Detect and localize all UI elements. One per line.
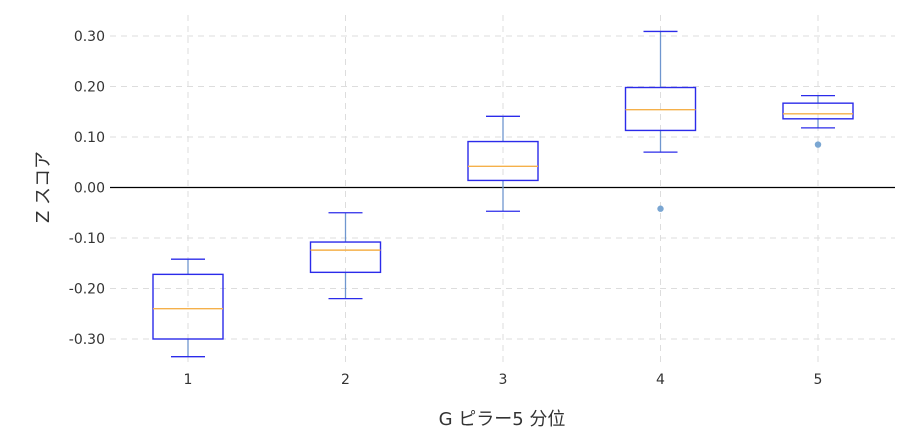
iqr-box	[624, 86, 697, 132]
y-tick-label: -0.30	[69, 332, 105, 348]
y-tick-label: 0.20	[74, 80, 105, 96]
x-tick-label: 1	[184, 372, 193, 388]
x-tick-label: 5	[814, 372, 823, 388]
y-tick-label: 0.30	[74, 29, 105, 45]
x-axis-ticks: 1 2 3 4 5	[184, 372, 823, 388]
box-4	[624, 30, 697, 212]
outlier-point	[814, 141, 822, 148]
iqr-box	[309, 241, 382, 274]
iqr-box	[467, 140, 539, 182]
box-5	[782, 94, 854, 148]
y-tick-label: 0.10	[74, 130, 105, 146]
x-tick-label: 2	[341, 372, 350, 388]
iqr-box	[782, 102, 854, 120]
y-axis-label: Z スコア	[33, 151, 54, 223]
y-tick-label: -0.10	[69, 231, 105, 247]
y-tick-label: 0.00	[74, 181, 105, 197]
box-1	[152, 258, 224, 358]
y-axis-ticks: 0.30 0.20 0.10 0.00 -0.10 -0.20 -0.30	[69, 29, 105, 348]
boxes	[152, 30, 854, 358]
x-axis-label: G ピラー5 分位	[439, 409, 566, 430]
y-tick-label: -0.20	[69, 282, 105, 298]
box-3	[467, 115, 539, 212]
iqr-box	[152, 273, 224, 340]
x-tick-label: 4	[656, 372, 665, 388]
outlier-point	[657, 205, 664, 212]
x-tick-label: 3	[499, 372, 508, 388]
box-2	[309, 212, 382, 300]
